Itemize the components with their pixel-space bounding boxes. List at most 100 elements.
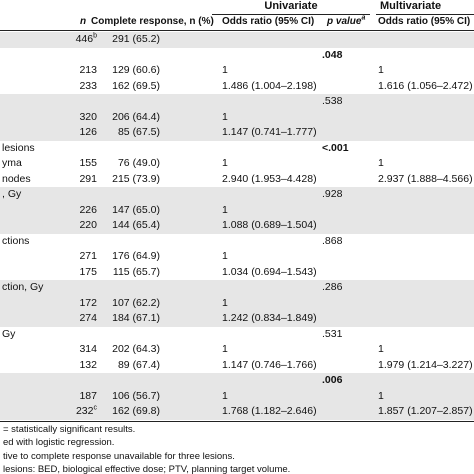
n-cell: 155: [79, 156, 97, 172]
table-row: 213 129 (60.6) 1 1: [0, 63, 474, 79]
n-value: 175: [79, 265, 97, 278]
table-row: .538: [0, 94, 474, 110]
multivariate-header: Multivariate: [376, 0, 474, 15]
or-multi-cell: 1.616 (1.056–2.472): [378, 79, 473, 92]
cr-cell: 206 (64.4): [112, 110, 160, 123]
n-value: 132: [79, 358, 97, 371]
n-value: 220: [79, 219, 97, 231]
table-row: ctions .868: [0, 234, 474, 250]
or-multi-cell: 1: [378, 157, 384, 169]
table-row: .048: [0, 48, 474, 64]
cr-cell: 129 (60.6): [112, 64, 160, 76]
table-row: , Gy .928: [0, 187, 474, 203]
p-cell: .006: [322, 374, 343, 386]
cr-cell: 76 (49.0): [117, 157, 160, 169]
n-value: 126: [79, 126, 97, 138]
footnote: tive to complete response unavailable fo…: [3, 450, 235, 462]
p-cell: .868: [322, 234, 343, 247]
table-row: 314 202 (64.3) 1 1: [0, 342, 474, 358]
table-row: 172 107 (62.2) 1: [0, 295, 474, 312]
n-value: 271: [79, 250, 97, 262]
p-cell: .531: [322, 327, 343, 340]
row-label: ction, Gy: [2, 281, 44, 293]
table-row: lesions <.001: [0, 141, 474, 157]
n-cell: 232c: [76, 404, 97, 420]
table-row: Gy .531: [0, 327, 474, 343]
cr-cell: 144 (65.4): [112, 219, 160, 231]
or-multi-cell: 1.979 (1.214–3.227): [378, 358, 473, 371]
n-value: 213: [79, 64, 97, 76]
table-row: 132 89 (67.4) 1.147 (0.746–1.766) 1.979 (1.…: [0, 358, 474, 374]
n-cell: 132: [79, 358, 97, 374]
or-uni-cell: 1.147 (0.741–1.777): [222, 126, 317, 138]
or-uni-cell: 1: [222, 250, 228, 262]
n-value: 172: [79, 296, 97, 309]
cr-cell: 89 (67.4): [117, 358, 160, 371]
n-value: 320: [79, 110, 97, 123]
p-cell: .538: [322, 95, 343, 107]
table-row: 233 162 (69.5) 1.486 (1.004–2.198) 1.616 (1…: [0, 79, 474, 95]
or-uni-cell: 1.768 (1.182–2.646): [222, 405, 317, 417]
n-value: 155: [79, 157, 97, 169]
cr-cell: 215 (73.9): [112, 172, 160, 185]
n-cell: 187: [79, 389, 97, 405]
table-row: 271 176 (64.9) 1: [0, 249, 474, 265]
p-header: p valuea: [327, 14, 366, 27]
table-row: 274 184 (67.1) 1.242 (0.834–1.849): [0, 311, 474, 327]
row-label: ctions: [2, 234, 30, 247]
cr-cell: 115 (65.7): [112, 265, 160, 278]
n-cell: 446b: [76, 32, 97, 48]
table-row: nodes 291 215 (73.9) 2.940 (1.953–4.428) 2.9…: [0, 172, 474, 188]
cr-cell: 85 (67.5): [117, 126, 160, 138]
table-row: 126 85 (67.5) 1.147 (0.741–1.777): [0, 125, 474, 141]
cr-cell: 106 (56.7): [112, 389, 160, 402]
footnote: ed with logistic regression.: [3, 437, 115, 448]
univariate-header: Univariate: [212, 0, 370, 15]
table-row: 175 115 (65.7) 1.034 (0.694–1.543): [0, 265, 474, 281]
or-uni-cell: 1.242 (0.834–1.849): [222, 312, 317, 324]
n-value: 187: [79, 389, 97, 402]
or-uni-cell: 2.940 (1.953–4.428): [222, 172, 317, 185]
table-row: yma 155 76 (49.0) 1 1: [0, 156, 474, 172]
n-cell: 213: [79, 63, 97, 79]
n-value: 291: [79, 172, 97, 185]
or-uni-cell: 1: [222, 389, 228, 402]
n-cell: 172: [79, 296, 97, 312]
n-cell: 271: [79, 249, 97, 265]
cr-cell: 176 (64.9): [112, 250, 160, 262]
cr-cell: 162 (69.8): [112, 405, 160, 417]
or-multi-cell: 2.937 (1.888–4.566): [378, 172, 473, 185]
n-value: 233: [79, 79, 97, 92]
or-uni-cell: 1.486 (1.004–2.198): [222, 79, 317, 92]
p-header-note: a: [361, 14, 366, 22]
or-uni-cell: 1: [222, 64, 228, 76]
n-header: n: [80, 16, 87, 27]
column-header-row: n Complete response, n (%) Odds ratio (9…: [0, 14, 474, 31]
or-uni-cell: 1: [222, 110, 228, 123]
n-value: 314: [79, 343, 97, 355]
table-row: 220 144 (65.4) 1.088 (0.689–1.504): [0, 218, 474, 234]
or-uni-cell: 1: [222, 203, 228, 216]
table-bottom-rule: [0, 420, 474, 422]
n-note: b: [93, 32, 97, 40]
table-row: ction, Gy .286: [0, 280, 474, 296]
p-cell: .286: [322, 281, 343, 293]
p-cell: <.001: [322, 141, 349, 154]
or-uni-cell: 1.034 (0.694–1.543): [222, 265, 317, 278]
or-uni-cell: 1: [222, 157, 228, 169]
table-row: 187 106 (56.7) 1 1: [0, 388, 474, 405]
cr-cell: 162 (69.5): [112, 79, 160, 92]
row-label: yma: [2, 157, 22, 169]
n-cell: 314: [79, 342, 97, 358]
n-cell: 233: [79, 79, 97, 95]
n-cell: 226: [79, 203, 97, 219]
footnote: lesions: BED, biological effective dose;…: [3, 464, 291, 474]
or-multi-cell: 1.857 (1.207–2.857): [378, 405, 473, 417]
p-cell: .048: [322, 48, 343, 61]
n-cell: 126: [79, 125, 97, 141]
table-row: 446b 291 (65.2): [0, 32, 474, 48]
or-uni-cell: 1: [222, 343, 228, 355]
table-row: 226 147 (65.0) 1: [0, 202, 474, 219]
or-multi-cell: 1: [378, 64, 384, 76]
row-label: lesions: [2, 141, 35, 154]
